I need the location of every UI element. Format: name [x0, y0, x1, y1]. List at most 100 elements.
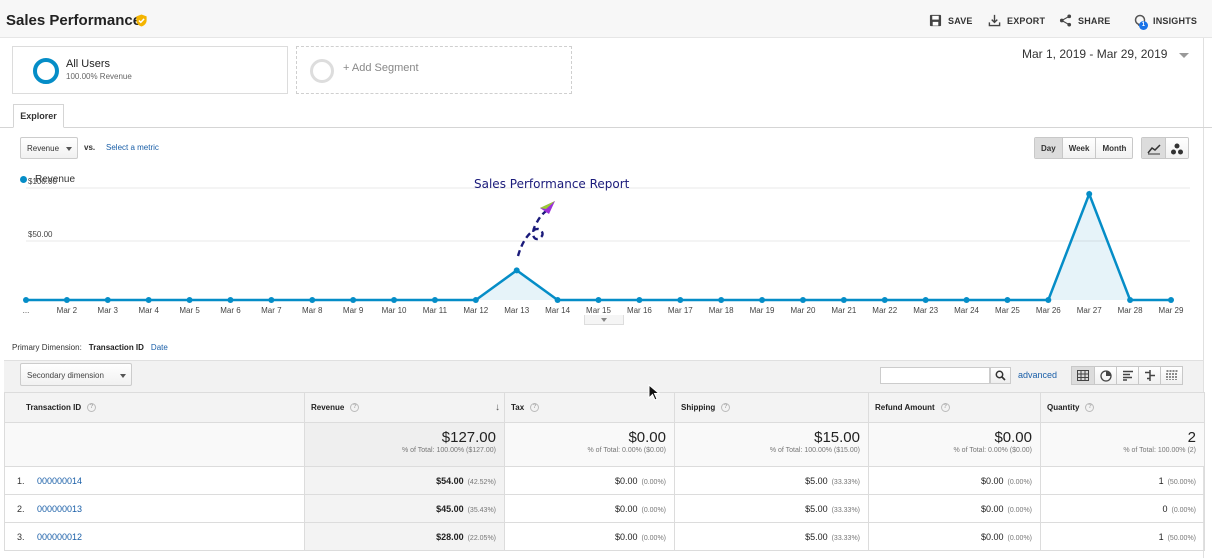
insights-count-badge: 1: [1139, 21, 1148, 30]
x-tick-label: ...: [23, 306, 30, 315]
column-header-transaction-id[interactable]: Transaction ID?: [4, 392, 305, 423]
table-search-button[interactable]: [990, 367, 1011, 384]
cell-value: 1: [1158, 531, 1164, 542]
cell-value: $0.00: [980, 531, 1004, 542]
y-tick-label: $50.00: [28, 230, 53, 239]
chart-collapse-toggle[interactable]: [584, 315, 624, 325]
dimension-date-link[interactable]: Date: [150, 343, 168, 352]
help-icon[interactable]: ?: [87, 403, 97, 413]
column-header-label: Refund Amount: [875, 402, 935, 412]
x-tick-label: Mar 19: [750, 306, 775, 315]
comparison-icon: [1144, 370, 1155, 381]
total-value: $127.00: [441, 429, 496, 446]
insights-label: INSIGHTS: [1153, 16, 1198, 26]
data-point: [636, 297, 643, 303]
help-icon[interactable]: ?: [350, 403, 360, 413]
add-segment-button[interactable]: + Add Segment: [296, 46, 572, 94]
export-button[interactable]: EXPORT: [988, 14, 1045, 27]
pie-view-button[interactable]: [1094, 367, 1116, 384]
secondary-dimension-select[interactable]: Secondary dimension: [20, 363, 132, 386]
insights-button[interactable]: 1 INSIGHTS: [1133, 14, 1198, 30]
period-week-button[interactable]: Week: [1061, 138, 1096, 158]
transaction-id-link[interactable]: 000000013: [37, 503, 83, 514]
total-percent: % of Total: 0.00% ($0.00): [953, 447, 1032, 454]
total-percent: % of Total: 100.00% (2): [1123, 447, 1196, 454]
cell-value: $0.00: [614, 531, 638, 542]
x-tick-label: Mar 25: [995, 306, 1020, 315]
total-cell-shipping: $15.00% of Total: 100.00% ($15.00): [674, 422, 869, 467]
data-point: [431, 297, 438, 303]
cell-value: $0.00: [614, 503, 638, 514]
column-header-refund-amount[interactable]: Refund Amount?: [868, 392, 1041, 423]
column-header-revenue[interactable]: Revenue? ↓: [304, 392, 505, 423]
help-icon[interactable]: ?: [1085, 403, 1095, 413]
overlay-report-title: Sales Performance Report: [474, 177, 630, 191]
line-chart-button[interactable]: [1142, 138, 1165, 158]
cell-percent: (35.43%): [467, 506, 496, 514]
column-header-label: Tax: [511, 402, 525, 412]
row-number: 2.: [17, 503, 25, 514]
chart-type-toggle: [1141, 137, 1189, 159]
x-tick-label: Mar 13: [504, 306, 529, 315]
chart-legend: Revenue: [20, 174, 75, 185]
metric-select-value: Revenue: [27, 144, 60, 153]
pivot-view-button[interactable]: [1160, 367, 1182, 384]
date-range-picker[interactable]: Mar 1, 2019 - Mar 29, 2019: [1022, 47, 1168, 61]
x-tick-label: Mar 26: [1036, 306, 1061, 315]
share-icon: [1059, 14, 1072, 27]
period-day-button[interactable]: Day: [1035, 138, 1062, 158]
data-point: [472, 297, 479, 303]
performance-view-button[interactable]: [1116, 367, 1138, 384]
help-icon[interactable]: ?: [530, 403, 540, 413]
x-tick-label: Mar 16: [627, 306, 652, 315]
select-metric-link[interactable]: Select a metric: [106, 143, 159, 152]
chevron-down-icon[interactable]: [1179, 53, 1189, 58]
transaction-id-link[interactable]: 000000012: [37, 531, 83, 542]
share-button[interactable]: SHARE: [1059, 14, 1111, 27]
data-point: [799, 297, 806, 303]
quantity-cell: 0 (0.00%): [1040, 494, 1205, 523]
column-header-tax[interactable]: Tax?: [504, 392, 675, 423]
total-cell-refund: $0.00% of Total: 0.00% ($0.00): [868, 422, 1041, 467]
period-month-button[interactable]: Month: [1095, 138, 1133, 158]
advanced-filter-link[interactable]: advanced: [1018, 370, 1058, 380]
data-point: [1086, 191, 1093, 197]
report-header: Sales Performance SAVE EXPORT SHARE 1 IN…: [0, 0, 1212, 38]
data-table-view-button[interactable]: [1072, 367, 1094, 384]
cell-value: $0.00: [980, 503, 1004, 514]
add-segment-label: + Add Segment: [343, 62, 419, 74]
data-point: [840, 297, 847, 303]
x-tick-label: Mar 18: [709, 306, 734, 315]
help-icon[interactable]: ?: [940, 403, 950, 413]
x-tick-label: Mar 8: [302, 306, 323, 315]
cell-value: $45.00: [436, 503, 464, 514]
comparison-view-button[interactable]: [1138, 367, 1160, 384]
export-label: EXPORT: [1007, 15, 1046, 26]
table-row: 2. 000000013 $45.00 (35.43%) $0.00 (0.00%) …: [4, 494, 1205, 523]
cell-value: $5.00: [805, 531, 828, 542]
help-icon[interactable]: ?: [721, 403, 731, 413]
refund-cell: $0.00 (0.00%): [868, 466, 1041, 495]
tax-cell: $0.00 (0.00%): [504, 522, 675, 551]
cell-percent: (0.00%): [641, 478, 666, 486]
x-tick-label: Mar 2: [57, 306, 78, 315]
dimension-transaction-id[interactable]: Transaction ID: [88, 343, 144, 352]
table-search-input[interactable]: [880, 367, 990, 384]
column-header-shipping[interactable]: Shipping?: [674, 392, 869, 423]
shipping-cell: $5.00 (33.33%): [674, 494, 869, 523]
save-button[interactable]: SAVE: [929, 14, 973, 27]
metric-select[interactable]: Revenue: [20, 137, 78, 159]
revenue-line: [26, 190, 1171, 302]
y-tick-label: $100.00: [28, 177, 57, 186]
total-cell-revenue: $127.00% of Total: 100.00% ($127.00): [304, 422, 505, 467]
segment-all-users[interactable]: All Users 100.00% Revenue: [12, 46, 288, 94]
download-icon: [988, 14, 1001, 27]
column-header-quantity[interactable]: Quantity?: [1040, 392, 1205, 423]
motion-chart-button[interactable]: [1165, 138, 1188, 158]
x-tick-label: Mar 27: [1077, 306, 1102, 315]
verified-badge-icon: [136, 14, 147, 27]
tab-explorer[interactable]: Explorer: [13, 104, 64, 128]
paper-plane-doodle-icon: [516, 201, 555, 257]
transaction-id-link[interactable]: 000000014: [37, 475, 83, 486]
data-point: [186, 297, 193, 303]
